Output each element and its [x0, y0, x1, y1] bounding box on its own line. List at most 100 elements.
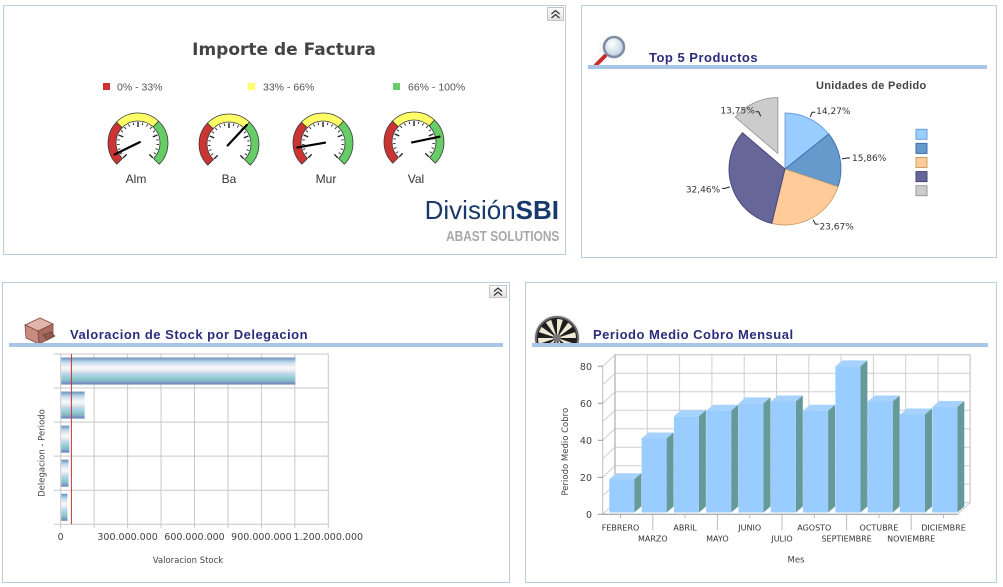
gauge-needle	[296, 141, 327, 149]
dartboard-wedge	[557, 332, 576, 338]
gauge-val: Val	[383, 111, 445, 186]
bar-side	[763, 397, 771, 513]
header-divider	[588, 65, 987, 69]
grid-line	[602, 354, 616, 367]
gauge-tick	[302, 148, 306, 150]
bar	[706, 404, 739, 513]
bar	[673, 410, 706, 513]
stock-boxes-icon	[15, 313, 63, 343]
bar	[61, 357, 296, 385]
x-tick-label: NOVIEMBRE	[887, 535, 935, 544]
legend-swatch	[103, 83, 110, 90]
bar-side	[925, 408, 932, 513]
grid-line	[602, 391, 616, 404]
bar-top	[932, 401, 965, 408]
legend-item: 33% - 66%	[248, 82, 314, 94]
dartboard-wedge	[557, 319, 563, 338]
gauge-tick	[340, 148, 344, 150]
legend-swatch	[393, 83, 400, 90]
gauge-tick	[334, 126, 337, 130]
gauge-tick	[152, 130, 156, 133]
bar	[61, 425, 70, 453]
gauge-tick	[145, 124, 148, 127]
bar-side	[698, 410, 706, 513]
x-tick-label: AGOSTO	[797, 524, 831, 533]
bar-top	[835, 360, 868, 367]
gauge-tick	[239, 154, 245, 160]
x-axis-title: Mes	[788, 556, 806, 566]
gauge-tick	[153, 152, 157, 155]
gauge-tick	[236, 125, 239, 128]
x-tick-label: 1.200.000.000	[294, 532, 364, 543]
gauge-needle	[226, 123, 248, 147]
gauge-alm: Alm	[107, 112, 169, 186]
pie-leader-line	[812, 219, 819, 225]
gauge-label: Mur	[316, 172, 337, 186]
gauge-chart: 0% - 33% 33% - 66% 66% - 100% Alm Ba Mur Val	[103, 82, 465, 186]
gauge-mur: Mur	[292, 112, 354, 186]
bar-front	[932, 407, 958, 513]
y-axis-title: Delegacion - Periodo	[38, 409, 48, 497]
bar-top	[738, 397, 771, 404]
y-tick-label: 20	[580, 473, 592, 484]
gauge-band	[107, 121, 124, 165]
collapse-button[interactable]	[547, 7, 564, 21]
bar-front	[673, 416, 699, 513]
bar-front	[609, 479, 635, 513]
x-tick-label: 600.000.000	[164, 532, 224, 543]
grid-line	[602, 446, 616, 460]
magnifier-icon	[590, 33, 632, 68]
dartboard-icon	[533, 313, 581, 343]
legend-label: 33% - 66%	[263, 82, 314, 94]
x-tick-label: JULIO	[770, 535, 792, 544]
dartboard-wedge	[538, 338, 557, 343]
gauge-tick	[394, 133, 400, 137]
bar-front	[835, 366, 861, 513]
gauge-tick	[128, 124, 131, 127]
bar-chart-3d: 0 20 40 60 80 FEBRERO MARZO ABRIL MAYO JUNIO JULIO…	[561, 354, 972, 566]
gauge-tick	[417, 121, 420, 125]
pie-chart: 14,27% 15,86% 23,67% 32,46% 13,75%	[686, 97, 928, 232]
legend-swatch	[915, 171, 928, 183]
grid-line	[602, 465, 616, 478]
bar	[867, 395, 900, 513]
pie-leader-line	[722, 186, 730, 189]
gauge-band	[337, 120, 354, 165]
collapse-button[interactable]	[489, 285, 507, 298]
bar-side	[892, 395, 900, 513]
x-tick-label: 300.000.000	[97, 532, 157, 543]
gauge-tick	[393, 147, 397, 149]
gauge-tick	[219, 125, 222, 128]
gauge-tick	[223, 123, 226, 127]
legend-swatch	[248, 83, 255, 90]
legend-swatch	[915, 142, 928, 154]
bar-top	[867, 395, 900, 402]
bar-side	[731, 404, 739, 513]
bar	[641, 432, 674, 513]
dartboard-bullseye	[553, 334, 561, 342]
bar	[61, 459, 69, 487]
pie-slice	[771, 168, 839, 226]
gauge-tick	[337, 130, 341, 133]
chart-title: Unidades de Pedido	[816, 80, 927, 92]
gauge-tick	[244, 153, 248, 156]
gauge-tick	[132, 122, 135, 126]
gauge-tick	[208, 149, 212, 151]
gauge-tick	[303, 134, 309, 138]
pie-slice-label: 23,67%	[819, 222, 854, 232]
double-chevron-up-icon	[493, 287, 503, 296]
x-tick-label: 900.000.000	[231, 532, 291, 543]
gauge-tick	[326, 122, 329, 126]
importe-factura-panel: 0% - 33% 33% - 66% 66% - 100% Alm Ba Mur Val I…	[3, 5, 566, 255]
gauge-tick	[152, 134, 158, 138]
gauge-tick	[124, 126, 127, 130]
gauge-band	[383, 120, 400, 164]
bar-front	[706, 410, 732, 513]
gauge-tick	[398, 152, 404, 158]
x-tick-label: FEBRERO	[602, 524, 640, 533]
panel-title: Top 5 Productos	[649, 50, 759, 65]
header-divider	[9, 343, 503, 347]
gauge-tick	[209, 135, 215, 139]
bar	[803, 404, 836, 513]
pie-slice-label: 15,86%	[852, 154, 887, 164]
